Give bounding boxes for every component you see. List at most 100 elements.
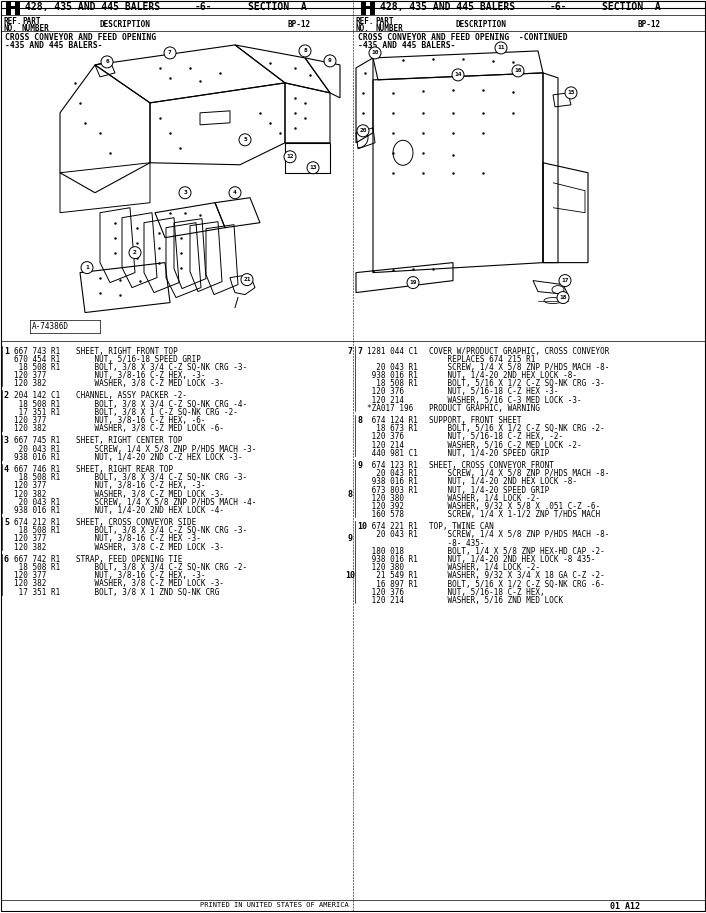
Text: WASHER, 9/32 X 5/8 X .051 C-Z -6-: WASHER, 9/32 X 5/8 X .051 C-Z -6-: [429, 502, 600, 511]
Circle shape: [229, 187, 241, 199]
Bar: [361, 1, 366, 15]
Text: 9: 9: [357, 461, 362, 470]
Text: 17 351 R1: 17 351 R1: [14, 588, 60, 596]
Text: 3: 3: [4, 436, 9, 446]
Text: 120 377: 120 377: [14, 481, 60, 490]
Text: BOLT, 3/8 X 3/4 C-Z SQ-NK CRG -4-: BOLT, 3/8 X 3/4 C-Z SQ-NK CRG -4-: [76, 400, 247, 409]
Circle shape: [407, 277, 419, 289]
Text: 21: 21: [244, 278, 251, 282]
Text: SCREW, 1/4 X 5/8 ZNP P/HDS MACH -8-: SCREW, 1/4 X 5/8 ZNP P/HDS MACH -8-: [429, 469, 609, 478]
Text: -6-: -6-: [195, 2, 213, 12]
Text: PRINTED IN UNITED STATES OF AMERICA: PRINTED IN UNITED STATES OF AMERICA: [200, 902, 349, 908]
Text: NUMBER: NUMBER: [22, 24, 49, 33]
Text: 18 508 R1: 18 508 R1: [14, 362, 60, 372]
Text: NUT, 5/16-18 C-Z HEX -3-: NUT, 5/16-18 C-Z HEX -3-: [429, 387, 558, 396]
Bar: [6, 1, 11, 15]
Text: 3: 3: [183, 190, 187, 195]
Circle shape: [512, 65, 524, 77]
Text: NUT, 3/8-16 C-Z HEX, -3-: NUT, 3/8-16 C-Z HEX, -3-: [76, 572, 205, 580]
Text: BOLT, 3/8 X 3/4 C-Z SQ-NK CRG -2-: BOLT, 3/8 X 3/4 C-Z SQ-NK CRG -2-: [76, 563, 247, 572]
Text: BOLT, 1/4 X 5/8 ZNP HEX-HD CAP -2-: BOLT, 1/4 X 5/8 ZNP HEX-HD CAP -2-: [429, 547, 605, 556]
Text: REF.: REF.: [3, 17, 21, 26]
Text: 120 382: 120 382: [14, 489, 60, 498]
Text: 120 382: 120 382: [14, 542, 60, 551]
Text: WASHER, 9/32 X 3/4 X 18 GA C-Z -2-: WASHER, 9/32 X 3/4 X 18 GA C-Z -2-: [429, 572, 605, 581]
Text: 15: 15: [567, 90, 575, 95]
Circle shape: [495, 42, 507, 54]
Text: REPLACES 674 215 R1: REPLACES 674 215 R1: [429, 354, 535, 363]
Text: 7: 7: [168, 50, 172, 56]
Text: 20 043 R1: 20 043 R1: [14, 498, 60, 507]
Text: BOLT, 3/8 X 3/4 C-Z SQ-NK CRG -3-: BOLT, 3/8 X 3/4 C-Z SQ-NK CRG -3-: [76, 526, 247, 535]
Text: COVER W/PRODUCT GRAPHIC, CROSS CONVEYOR: COVER W/PRODUCT GRAPHIC, CROSS CONVEYOR: [429, 347, 609, 355]
Text: NUT, 1/4-20 2ND HEX LOCK -8-: NUT, 1/4-20 2ND HEX LOCK -8-: [429, 477, 577, 487]
Text: WASHER, 1/4 LOCK -2-: WASHER, 1/4 LOCK -2-: [429, 494, 540, 503]
Text: BP-12: BP-12: [288, 20, 311, 29]
Text: DESCRIPTION: DESCRIPTION: [455, 20, 506, 29]
Circle shape: [81, 262, 93, 274]
Text: 8: 8: [303, 48, 307, 54]
Text: 17 351 R1: 17 351 R1: [14, 408, 60, 417]
Text: 1: 1: [85, 265, 89, 270]
Text: NUMBER: NUMBER: [375, 24, 402, 33]
Text: SHEET, RIGHT REAR TOP: SHEET, RIGHT REAR TOP: [76, 465, 173, 474]
Text: 5: 5: [243, 137, 247, 142]
Text: 120 377: 120 377: [14, 371, 60, 380]
Text: 14: 14: [454, 72, 462, 78]
Text: 120 380: 120 380: [367, 494, 418, 503]
Circle shape: [307, 162, 319, 173]
Text: 18 508 R1: 18 508 R1: [14, 473, 60, 482]
Text: PART: PART: [375, 17, 393, 26]
Circle shape: [284, 151, 296, 163]
Circle shape: [241, 274, 253, 286]
Text: 01 A12: 01 A12: [610, 902, 640, 910]
Text: NUT, 3/8-16 C-Z HEX, -6-: NUT, 3/8-16 C-Z HEX, -6-: [76, 416, 205, 425]
Text: 12: 12: [286, 154, 294, 159]
Text: 428, 435 AND 445 BALERS: 428, 435 AND 445 BALERS: [25, 2, 160, 12]
Text: 18 673 R1: 18 673 R1: [367, 425, 418, 433]
Text: 440 981 C1: 440 981 C1: [367, 449, 418, 457]
Text: 9: 9: [328, 58, 332, 63]
Bar: [6, 6, 20, 9]
Text: 20 043 R1: 20 043 R1: [367, 469, 418, 478]
Text: SHEET, CROSS CONVEYOR FRONT: SHEET, CROSS CONVEYOR FRONT: [429, 461, 554, 470]
Text: 120 376: 120 376: [367, 588, 418, 597]
Text: 10: 10: [357, 522, 367, 531]
Text: 21 549 R1: 21 549 R1: [367, 572, 418, 581]
Text: 120 377: 120 377: [14, 572, 60, 580]
Text: 667 742 R1: 667 742 R1: [14, 555, 60, 564]
Text: TOP, TWINE CAN: TOP, TWINE CAN: [429, 522, 493, 531]
Text: -8- 435-: -8- 435-: [429, 539, 484, 548]
Text: 9: 9: [348, 534, 353, 543]
Text: SHEET, RIGHT CENTER TOP: SHEET, RIGHT CENTER TOP: [76, 436, 182, 446]
Text: 120 214: 120 214: [367, 395, 418, 404]
Text: 7: 7: [348, 347, 353, 355]
Text: 938 016 R1: 938 016 R1: [367, 477, 418, 487]
Text: 120 377: 120 377: [14, 416, 60, 425]
Text: SECTION  A: SECTION A: [602, 2, 661, 12]
Text: 120 392: 120 392: [367, 502, 418, 511]
Text: -6-: -6-: [550, 2, 568, 12]
Circle shape: [179, 187, 191, 199]
Text: 674 221 R1: 674 221 R1: [367, 522, 418, 531]
Text: SCREW, 1/4 X 5/8 ZNP P/HDS MACH -4-: SCREW, 1/4 X 5/8 ZNP P/HDS MACH -4-: [76, 498, 256, 507]
Text: 20 043 R1: 20 043 R1: [367, 362, 418, 372]
Text: WASHER, 3/8 C-Z MED LOCK -3-: WASHER, 3/8 C-Z MED LOCK -3-: [76, 580, 224, 588]
Text: -435 AND 445 BALERS-: -435 AND 445 BALERS-: [358, 41, 455, 50]
Text: 7: 7: [357, 347, 362, 355]
Text: 120 377: 120 377: [14, 534, 60, 543]
Text: 674 212 R1: 674 212 R1: [14, 518, 60, 527]
Text: NUT, 1/4-20 2ND C-Z HEX LOCK -3-: NUT, 1/4-20 2ND C-Z HEX LOCK -3-: [76, 453, 242, 462]
Bar: [370, 1, 375, 15]
Text: NUT, 3/8-16 C-Z HEX, -3-: NUT, 3/8-16 C-Z HEX, -3-: [76, 481, 205, 490]
Text: WASHER, 1/4 LOCK -2-: WASHER, 1/4 LOCK -2-: [429, 563, 540, 572]
Text: 8: 8: [348, 489, 353, 498]
Text: NUT, 5/16-18 C-Z HEX, -2-: NUT, 5/16-18 C-Z HEX, -2-: [429, 433, 563, 441]
Circle shape: [299, 45, 311, 57]
Text: DESCRIPTION: DESCRIPTION: [100, 20, 151, 29]
Text: NUT, 1/4-20 2ND HEX LOCK -8 435-: NUT, 1/4-20 2ND HEX LOCK -8 435-: [429, 555, 595, 564]
Bar: [361, 6, 375, 9]
Text: 120 380: 120 380: [367, 563, 418, 572]
Text: 938 016 R1: 938 016 R1: [14, 453, 60, 462]
Text: NUT, 5/16-18 C-Z HEX,: NUT, 5/16-18 C-Z HEX,: [429, 588, 544, 597]
